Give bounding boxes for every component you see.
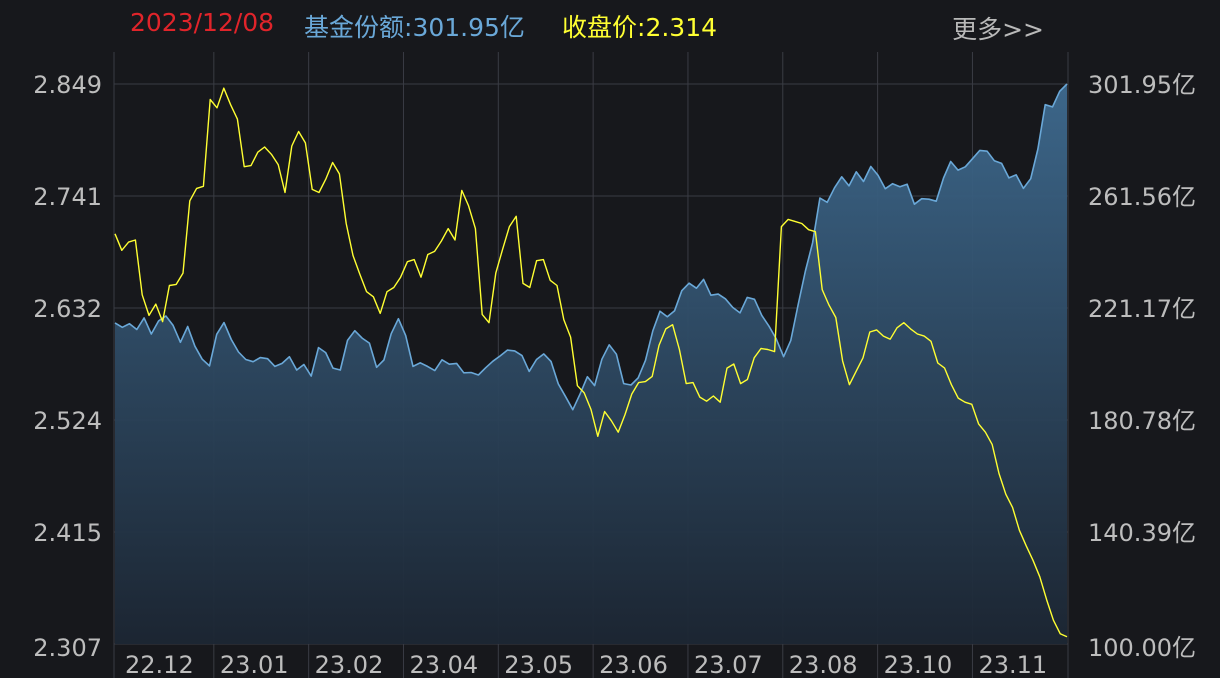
fund-share-value: 301.95亿 (412, 13, 525, 42)
y-left-tick-label: 2.307 (33, 634, 102, 662)
y-axis-left: 2.849 2.741 2.632 2.524 2.415 2.307 (33, 71, 102, 662)
y-right-tick-label: 100.00亿 (1088, 634, 1196, 662)
y-right-tick-label: 140.39亿 (1088, 519, 1196, 547)
y-right-tick-label: 180.78亿 (1088, 407, 1196, 435)
x-tick-label: 22.12 (125, 651, 194, 678)
y-right-tick-label: 221.17亿 (1088, 295, 1196, 323)
header-date: 2023/12/08 (130, 8, 275, 37)
x-tick-label: 23.02 (315, 651, 384, 678)
x-tick-label: 23.10 (884, 651, 953, 678)
y-left-tick-label: 2.632 (33, 295, 102, 323)
x-tick-label: 23.04 (409, 651, 478, 678)
x-tick-label: 23.01 (220, 651, 289, 678)
y-left-tick-label: 2.849 (33, 71, 102, 99)
x-tick-label: 23.05 (504, 651, 573, 678)
y-left-tick-label: 2.524 (33, 407, 102, 435)
header-close-price: 收盘价:2.314 (562, 8, 717, 44)
x-tick-label: 23.08 (789, 651, 858, 678)
y-axis-right: 301.95亿 261.56亿 221.17亿 180.78亿 140.39亿 100.0… (1088, 71, 1196, 662)
chart-header: 2023/12/08 基金份额:301.95亿 收盘价:2.314 更多>> (0, 0, 1220, 50)
more-link[interactable]: 更多>> (952, 15, 1044, 44)
close-price-label: 收盘价: (562, 13, 646, 42)
y-right-tick-label: 261.56亿 (1088, 183, 1196, 211)
x-tick-label: 23.07 (694, 651, 763, 678)
plot-area (114, 83, 1068, 644)
x-tick-label: 23.11 (978, 651, 1047, 678)
y-left-tick-label: 2.415 (33, 519, 102, 547)
close-price-value: 2.314 (645, 13, 718, 42)
fund-share-label: 基金份额: (304, 13, 413, 42)
header-fund-share: 基金份额:301.95亿 (304, 8, 525, 44)
x-tick-label: 23.06 (599, 651, 668, 678)
fund-share-area (115, 84, 1067, 644)
y-right-tick-label: 301.95亿 (1088, 71, 1196, 99)
fund-share-line (114, 83, 1068, 411)
close-price-line (114, 87, 1068, 638)
y-left-tick-label: 2.741 (33, 183, 102, 211)
x-axis: 22.12 23.01 23.02 23.04 23.05 23.06 23.07 23.08… (125, 651, 1047, 678)
